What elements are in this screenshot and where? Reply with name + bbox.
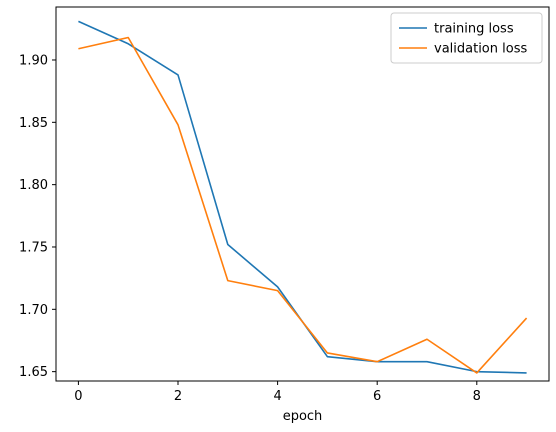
series-line-validation-loss (78, 36, 528, 374)
x-tick-label: 4 (273, 389, 281, 404)
legend-frame (390, 12, 543, 64)
series-layer (78, 20, 528, 374)
legend: training loss validation loss (390, 12, 543, 64)
plot-background (56, 7, 549, 381)
y-tick-label: 1.65 (19, 365, 48, 380)
x-tick-label: 2 (174, 389, 182, 404)
x-tick-label: 8 (473, 389, 481, 404)
plot-frame (55, 6, 550, 382)
y-tick-label: 1.70 (19, 303, 48, 318)
x-tick-label: 6 (373, 389, 381, 404)
y-tick-label: 1.75 (19, 240, 48, 255)
y-tick-label: 1.85 (19, 116, 48, 131)
y-tick-label: 1.90 (19, 53, 48, 68)
ticks-layer: 0 2 4 6 8 1.65 1.70 1.75 1.80 1.85 1.90 (19, 53, 481, 404)
legend-label-training-loss: training loss (434, 22, 514, 37)
x-tick-label: 0 (74, 389, 82, 404)
legend-label-validation-loss: validation loss (434, 42, 527, 57)
y-tick-label: 1.80 (19, 178, 48, 193)
x-axis-label: epoch (283, 409, 323, 424)
